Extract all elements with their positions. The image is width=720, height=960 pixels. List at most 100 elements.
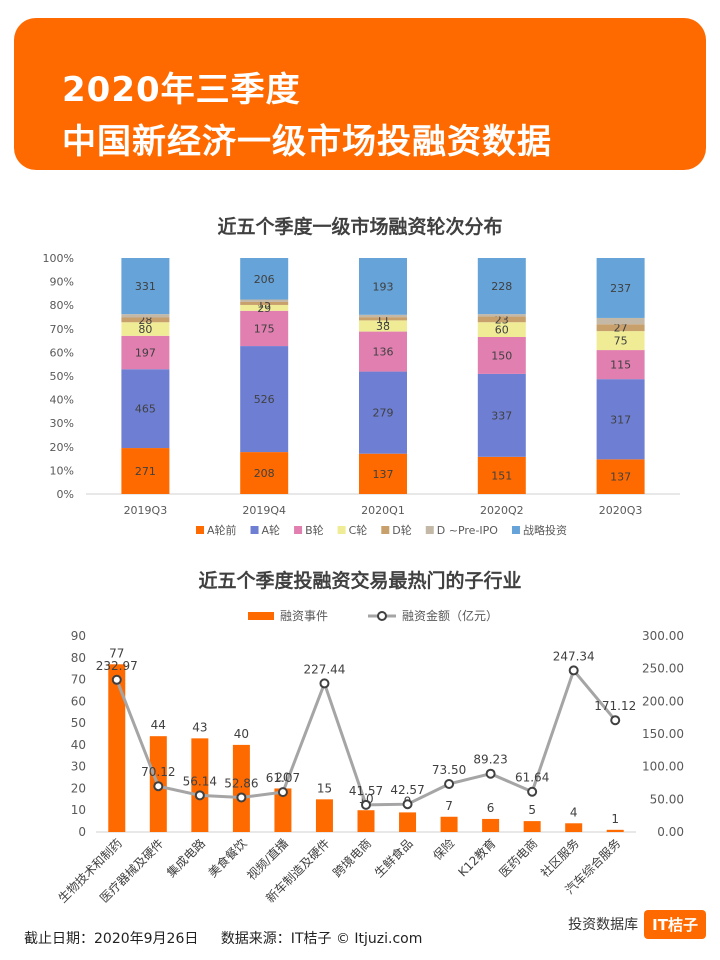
- x-tick-label: 2020Q1: [361, 504, 405, 517]
- bar-segment: [596, 350, 645, 380]
- watermark: 投资数据库 IT桔子: [568, 906, 706, 942]
- line-data-label: 232.97: [96, 659, 138, 673]
- line-data-label: 89.23: [473, 753, 507, 767]
- line-point: [527, 786, 538, 797]
- bar-segment: [359, 331, 407, 372]
- bar-segment: [596, 324, 645, 332]
- bar-data-label: 40: [234, 727, 249, 741]
- data-label: 150: [491, 349, 512, 362]
- bar-segment: [121, 369, 170, 449]
- line-point: [485, 768, 496, 779]
- y-tick-label: 0%: [57, 488, 74, 501]
- data-label: 465: [135, 403, 156, 416]
- line-point: [444, 778, 455, 789]
- legend-swatch: [511, 526, 520, 534]
- legend-swatch: [425, 526, 434, 534]
- legend-label: C轮: [349, 523, 368, 537]
- y-right-tick-label: 300.00: [642, 629, 684, 643]
- line-data-label: 61.64: [515, 771, 549, 785]
- bar-segment: [596, 258, 645, 318]
- bar-segment: [596, 331, 645, 351]
- y-left-tick-label: 80: [71, 651, 86, 665]
- line-point: [319, 678, 330, 689]
- x-tick-label: 生鲜食品: [371, 836, 416, 881]
- y-left-tick-label: 30: [71, 760, 86, 774]
- x-tick-label: K12教育: [455, 836, 499, 880]
- line-data-label: 56.14: [183, 774, 217, 788]
- data-label: 279: [373, 407, 394, 420]
- bar-segment: [596, 317, 645, 325]
- data-label: 237: [610, 282, 631, 295]
- legend-label: A轮前: [207, 523, 237, 537]
- line-point: [111, 674, 122, 685]
- y-tick-label: 70%: [50, 323, 74, 336]
- bar-segment: [596, 459, 645, 494]
- line-point: [568, 665, 579, 676]
- bar: [357, 810, 375, 832]
- line-data-label: 42.57: [390, 783, 424, 797]
- bar-segment: [359, 314, 407, 318]
- line-point: [236, 792, 247, 803]
- footer-source: 数据来源：IT桔子 © Itjuzi.com: [220, 931, 423, 947]
- bar-segment: [121, 335, 170, 370]
- y-left-tick-label: 60: [71, 694, 86, 708]
- bar-segment: [121, 322, 170, 336]
- line-data-label: 227.44: [303, 662, 345, 676]
- line-data-label: 171.12: [594, 699, 636, 713]
- bar-data-label: 44: [151, 718, 166, 732]
- line-data-label: 70.12: [141, 765, 175, 779]
- legend-swatch: [196, 526, 204, 534]
- x-tick-label: 2020Q2: [480, 504, 524, 517]
- y-left-tick-label: 10: [71, 803, 86, 817]
- legend-label: D轮: [392, 523, 411, 537]
- footer: 截止日期：2020年9月26日 数据来源：IT桔子 © Itjuzi.com: [24, 928, 440, 948]
- data-label: 337: [491, 409, 512, 422]
- bar-segment: [121, 448, 170, 494]
- bar: [232, 744, 250, 832]
- y-right-tick-label: 250.00: [642, 662, 684, 676]
- bar-segment: [240, 301, 289, 305]
- data-label: 23: [495, 313, 509, 326]
- bar: [315, 799, 333, 832]
- bar-data-label: 7: [445, 799, 453, 813]
- line-data-label: 61.07: [266, 771, 300, 785]
- stacked-bar-chart: 0% 10% 20% 30% 40% 50% 60% 70% 80% 90% 100% 271 465 1…: [43, 252, 680, 537]
- bar-segment: [359, 320, 407, 332]
- data-label: 38: [376, 320, 390, 333]
- data-label: 137: [610, 471, 631, 484]
- watermark-text: 投资数据库: [568, 917, 639, 933]
- y-right-tick-label: 50.00: [650, 792, 684, 806]
- data-label: 331: [135, 280, 156, 293]
- data-label: 228: [491, 280, 512, 293]
- line-point: [194, 790, 205, 801]
- footer-date: 截止日期：2020年9月26日: [24, 931, 199, 947]
- data-label: 193: [373, 280, 394, 293]
- bar-segment: [477, 456, 526, 494]
- line-point: [402, 799, 413, 810]
- data-label: 60: [495, 324, 509, 337]
- bar-data-label: 4: [570, 805, 578, 819]
- legend-label: D ~Pre-IPO: [437, 524, 499, 537]
- y-right-tick-label: 100.00: [642, 760, 684, 774]
- bar-segment: [359, 453, 407, 494]
- legend-swatch: [294, 526, 303, 534]
- legend-label: 融资事件: [280, 609, 328, 623]
- bar: [274, 788, 292, 832]
- data-label: 80: [138, 323, 152, 336]
- y-tick-label: 20%: [50, 441, 74, 454]
- bar-segment: [359, 258, 407, 315]
- bar-segment: [477, 258, 526, 315]
- y-tick-label: 10%: [50, 464, 74, 477]
- legend-swatch-marker: [377, 611, 387, 621]
- bar-segment: [240, 299, 289, 302]
- data-label: 206: [254, 273, 275, 286]
- x-tick-label: 2020Q3: [599, 504, 643, 517]
- legend-swatch-bar: [248, 612, 274, 620]
- legend-swatch: [381, 526, 390, 534]
- data-label: 136: [373, 346, 394, 359]
- bar: [606, 829, 624, 832]
- header-title-line1: 2020年三季度: [62, 70, 301, 110]
- chart2-title: 近五个季度投融资交易最热门的子行业: [198, 570, 522, 592]
- bar-segment: [240, 310, 289, 347]
- x-tick-label: 2019Q3: [124, 504, 168, 517]
